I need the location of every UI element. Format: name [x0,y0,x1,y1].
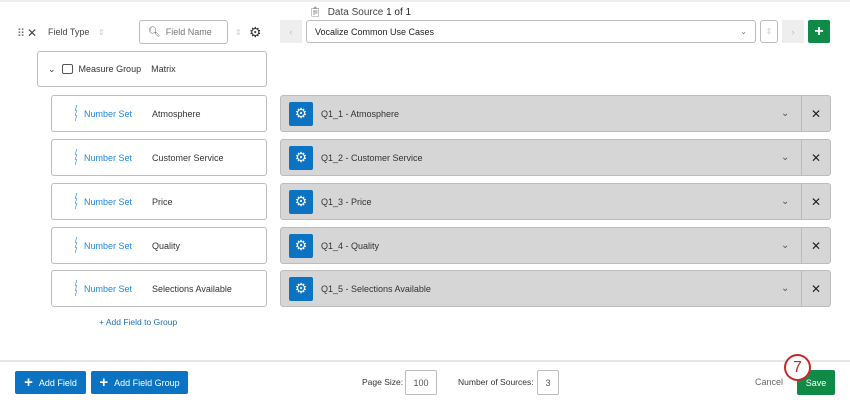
remove-icon[interactable]: ✕ [801,184,830,219]
field-name: Selections Available [152,283,232,294]
data-source-select[interactable]: Vocalize Common Use Cases ⌄ [306,20,756,43]
group-type-label: Measure Group [78,64,142,74]
source-field: Q1_4 - Quality [321,240,380,251]
field-name: Quality [152,240,181,251]
field-type[interactable]: Number Set [84,283,133,294]
field-type[interactable]: Number Set [84,152,133,163]
field-type[interactable]: Number Set [84,196,133,207]
source-field: Q1_2 - Customer Service [321,152,423,163]
step-marker-badge: 7 [784,354,811,381]
collapse-chevron-icon[interactable]: ⌄ [48,63,56,74]
top-border [0,0,850,2]
source-mapping-row[interactable]: ⚙ Q1_3 - Price ⌄ ✕ [280,183,831,220]
source-sort-button[interactable]: ⇕ [760,20,778,43]
field-row[interactable]: / / / Number Set Quality [51,227,267,264]
field-row[interactable]: / / / Number Set Price [51,183,267,220]
plus-icon: + [99,374,109,391]
chevron-down-icon: ⌄ [740,27,747,36]
next-source-button[interactable]: › [782,20,804,43]
number-of-sources-input[interactable]: 3 [537,370,559,395]
add-field-label: Add Field [38,377,77,388]
close-icon[interactable]: ✕ [27,26,38,40]
sort-icon[interactable]: ⇕ [235,28,242,37]
source-mapping-row[interactable]: ⚙ Q1_2 - Customer Service ⌄ ✕ [280,139,831,176]
data-source-value: Vocalize Common Use Cases [315,26,435,37]
field-name-search[interactable]: 🔍︎ [139,20,228,44]
chevron-down-icon[interactable]: ⌄ [781,283,790,294]
field-row[interactable]: / / / Number Set Customer Service [51,139,267,176]
field-type-label: Field Type [48,27,90,37]
search-input[interactable] [165,27,226,37]
data-source-header: 📋︎ Data Source 1 of 1 [309,7,411,18]
previous-source-button[interactable]: ‹ [280,20,302,43]
field-name: Atmosphere [152,108,201,119]
gear-icon[interactable]: ⚙ [289,145,313,170]
data-source-count: 1 of 1 [386,7,412,18]
add-source-button[interactable]: + [808,20,830,43]
number-set-icon: / / / [74,236,78,255]
cancel-button[interactable]: Cancel [755,377,784,387]
gear-icon[interactable]: ⚙ [249,24,262,40]
search-icon: 🔍︎ [148,26,161,38]
gear-icon[interactable]: ⚙ [289,276,313,301]
number-of-sources-label: Number of Sources: [458,377,534,387]
source-field: Q1_5 - Selections Available [321,283,431,294]
gear-icon[interactable]: ⚙ [289,189,313,214]
checkbox[interactable] [61,64,73,74]
page-size-input[interactable]: 100 [405,370,437,395]
source-field: Q1_1 - Atmosphere [321,108,400,119]
gear-icon[interactable]: ⚙ [289,101,313,126]
add-field-group-button[interactable]: + Add Field Group [91,371,188,394]
add-field-to-group-link[interactable]: + Add Field to Group [99,317,178,327]
measure-group[interactable]: ⌄ Measure Group Matrix [37,51,267,87]
field-type[interactable]: Number Set [84,108,133,119]
gear-icon[interactable]: ⚙ [289,233,313,258]
drag-handle-icon[interactable]: ⠿ [17,28,26,40]
field-name: Price [152,196,173,207]
chevron-down-icon[interactable]: ⌄ [781,108,790,119]
plus-icon: + [24,374,33,391]
add-field-button[interactable]: + Add Field [15,371,86,394]
group-name: Matrix [151,64,176,74]
remove-icon[interactable]: ✕ [801,140,830,175]
data-source-label: Data Source [327,7,387,18]
number-set-icon: / / / [74,148,78,167]
number-set-icon: / / / [74,192,78,211]
remove-icon[interactable]: ✕ [801,96,830,131]
remove-icon[interactable]: ✕ [801,271,830,306]
add-field-group-label: Add Field Group [114,377,180,388]
field-name: Customer Service [152,152,224,163]
chevron-down-icon[interactable]: ⌄ [781,152,790,163]
footer-divider [0,360,850,362]
source-mapping-row[interactable]: ⚙ Q1_5 - Selections Available ⌄ ✕ [280,270,831,307]
chevron-down-icon[interactable]: ⌄ [781,240,790,251]
sort-icon[interactable]: ⇕ [98,28,105,37]
field-type[interactable]: Number Set [84,240,133,251]
remove-icon[interactable]: ✕ [801,228,830,263]
clipboard-icon: 📋︎ [309,7,322,18]
number-set-icon: / / / [74,104,78,123]
field-row[interactable]: / / / Number Set Atmosphere [51,95,267,132]
chevron-down-icon[interactable]: ⌄ [781,196,790,207]
page-size-label: Page Size: [362,377,404,387]
number-set-icon: / / / [74,279,78,298]
source-mapping-row[interactable]: ⚙ Q1_4 - Quality ⌄ ✕ [280,227,831,264]
source-mapping-row[interactable]: ⚙ Q1_1 - Atmosphere ⌄ ✕ [280,95,831,132]
source-field: Q1_3 - Price [321,196,372,207]
field-row[interactable]: / / / Number Set Selections Available [51,270,267,307]
